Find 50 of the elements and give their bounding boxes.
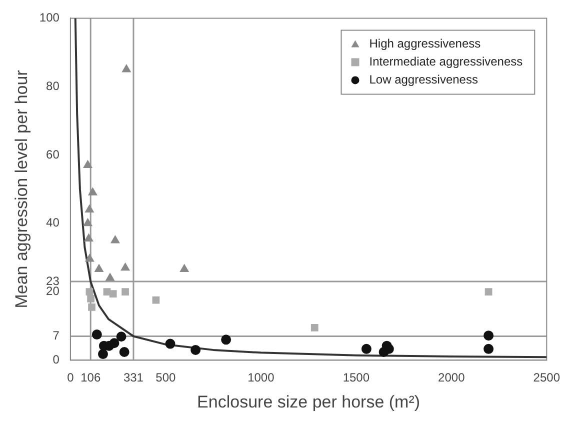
point [84,234,94,242]
y-axis-title: Mean aggression level per hour [12,70,31,308]
y-tick-label: 80 [46,78,60,93]
point [116,332,126,342]
point [88,188,98,196]
point [180,264,189,272]
point [92,330,102,340]
point [310,324,318,332]
point [190,344,201,355]
point [119,346,130,357]
point [94,264,104,272]
point [122,288,129,296]
x-tick-label: 331 [123,370,144,385]
y-tick-label: 60 [46,147,60,162]
point [98,349,108,360]
point [86,288,94,296]
x-tick-label: 0 [67,370,74,385]
point [88,304,96,311]
point [484,288,492,296]
point [221,334,232,345]
legend-label: Intermediate aggressiveness [369,54,523,69]
point [361,344,372,354]
y-tick-label: 7 [52,328,60,343]
point [152,296,160,304]
legend-label: Low aggressiveness [369,72,478,87]
x-tick-label: 500 [156,370,176,385]
point [109,338,120,348]
y-tick-label: 40 [46,216,60,230]
point [85,204,94,212]
y-tick-label: 0 [52,352,60,367]
point [110,236,120,244]
y-tick-label: 100 [39,10,60,25]
x-tick-label: 1000 [248,370,275,385]
point [83,218,92,226]
point [122,64,131,72]
x-tick-label: 2500 [533,370,560,385]
point [484,330,494,341]
point [85,254,94,262]
x-tick-label: 106 [80,370,101,385]
point [83,160,92,168]
point [484,344,494,354]
point [165,338,176,349]
x-tick-label: 1500 [342,370,370,385]
point [106,273,114,281]
point [109,290,117,298]
point [87,294,94,302]
x-tick-label: 2000 [438,370,466,385]
x-axis-title: Enclosure size per horse (m²) [197,392,420,412]
legend-label: High aggressiveness [369,36,481,51]
point [120,262,130,271]
